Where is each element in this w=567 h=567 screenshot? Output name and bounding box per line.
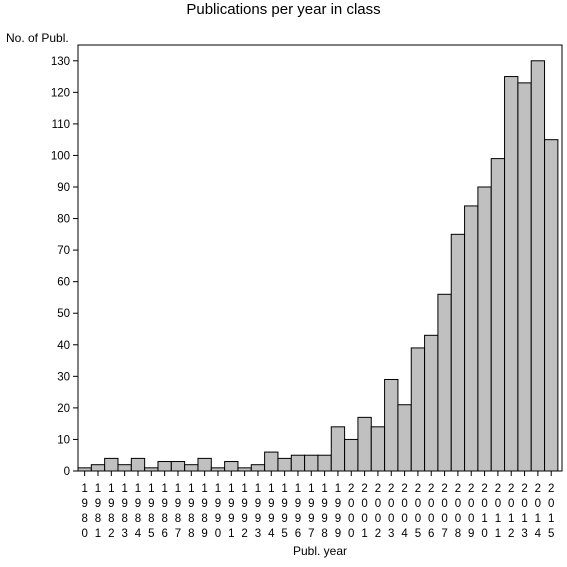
y-tick-label: 130 bbox=[51, 56, 70, 68]
y-tick-label: 90 bbox=[57, 182, 70, 194]
bar-1983 bbox=[117, 464, 132, 472]
x-axis-label: Publ. year bbox=[292, 544, 348, 558]
bar-2003 bbox=[384, 378, 399, 472]
bar-1998 bbox=[317, 454, 332, 472]
bar-2006 bbox=[424, 334, 439, 472]
y-tick-label: 60 bbox=[57, 277, 70, 289]
y-tick-label: 120 bbox=[51, 87, 70, 99]
y-tick-label: 110 bbox=[52, 119, 70, 131]
y-tick-label: 80 bbox=[57, 214, 70, 226]
bar-1993 bbox=[250, 464, 266, 472]
bar-2007 bbox=[437, 293, 452, 472]
bar-2000 bbox=[344, 438, 359, 472]
bar-1996 bbox=[290, 454, 306, 472]
bar-1994 bbox=[264, 451, 279, 472]
y-tick-label: 40 bbox=[57, 340, 70, 352]
bars-group bbox=[77, 60, 559, 472]
bar-1982 bbox=[104, 457, 119, 472]
bar-2012 bbox=[504, 76, 519, 472]
x-axis: 1 9 8 0 1 9 8 1 1 9 8 2 1 9 8 3 1 9 8 4 1 9 8 5 1 9 8 6 1 9 8 7 1 9 8 8 1 9 8 9… bbox=[81, 471, 554, 540]
bar-1999 bbox=[330, 426, 346, 472]
bar-2009 bbox=[464, 205, 479, 472]
chart-title: Publications per year in class bbox=[186, 1, 381, 18]
bar-1986 bbox=[157, 461, 172, 472]
bar-2015 bbox=[544, 139, 559, 472]
bar-2005 bbox=[410, 347, 426, 472]
bar-1995 bbox=[277, 457, 292, 472]
plot-frame bbox=[77, 44, 563, 472]
bar-2014 bbox=[530, 60, 546, 472]
bar-1984 bbox=[130, 457, 146, 472]
bar-1987 bbox=[170, 461, 186, 472]
y-tick-label: 0 bbox=[64, 466, 70, 478]
y-tick-label: 70 bbox=[57, 245, 70, 257]
bar-1989 bbox=[197, 457, 212, 472]
bar-1997 bbox=[304, 454, 319, 472]
y-tick-label: 10 bbox=[57, 434, 70, 446]
bar-1988 bbox=[184, 464, 199, 472]
bar-2004 bbox=[397, 404, 412, 472]
bar-2008 bbox=[450, 233, 466, 472]
bar-2010 bbox=[477, 186, 492, 472]
y-tick-label: 50 bbox=[57, 308, 70, 320]
y-axis: 0 10 20 30 40 50 60 70 80 90 100 110 120 130 bbox=[51, 56, 78, 478]
bar-2001 bbox=[357, 416, 372, 472]
y-tick-label: 30 bbox=[57, 371, 70, 383]
y-tick-label: 20 bbox=[57, 403, 70, 415]
bar-1991 bbox=[224, 461, 239, 472]
bar-2002 bbox=[370, 426, 386, 472]
bar-2013 bbox=[517, 82, 532, 472]
bar-2011 bbox=[490, 158, 506, 472]
y-tick-label: 100 bbox=[51, 150, 70, 162]
bar-1981 bbox=[90, 464, 106, 472]
y-axis-label: No. of Publ. bbox=[6, 31, 69, 45]
